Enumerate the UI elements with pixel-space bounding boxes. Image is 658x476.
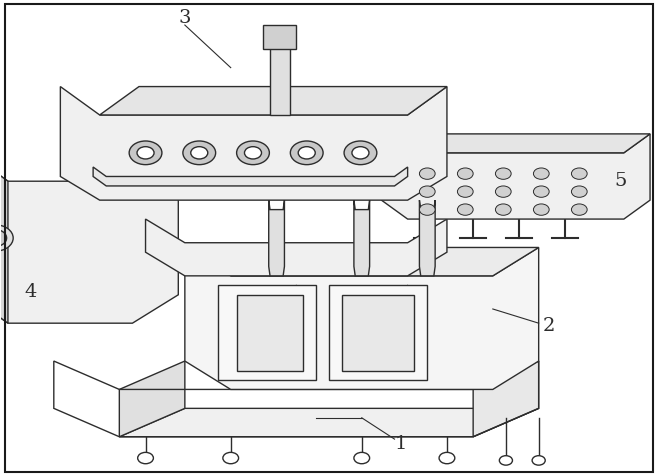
Circle shape xyxy=(129,141,162,165)
Polygon shape xyxy=(218,285,316,380)
Polygon shape xyxy=(93,167,407,186)
Circle shape xyxy=(495,204,511,215)
Circle shape xyxy=(571,168,587,179)
Circle shape xyxy=(495,168,511,179)
Circle shape xyxy=(0,225,13,251)
Polygon shape xyxy=(342,295,414,370)
Polygon shape xyxy=(0,153,8,323)
Polygon shape xyxy=(270,39,290,115)
Circle shape xyxy=(571,204,587,215)
Circle shape xyxy=(0,229,7,247)
Circle shape xyxy=(499,456,513,465)
Circle shape xyxy=(191,147,208,159)
Circle shape xyxy=(457,204,473,215)
Polygon shape xyxy=(119,408,539,437)
Circle shape xyxy=(534,204,549,215)
Circle shape xyxy=(354,452,370,464)
Circle shape xyxy=(439,452,455,464)
Circle shape xyxy=(183,141,216,165)
Polygon shape xyxy=(354,200,370,276)
Circle shape xyxy=(534,186,549,198)
Polygon shape xyxy=(407,134,650,153)
Text: 2: 2 xyxy=(542,317,555,335)
Circle shape xyxy=(571,186,587,198)
Circle shape xyxy=(138,452,153,464)
Circle shape xyxy=(352,147,369,159)
Circle shape xyxy=(298,147,315,159)
Text: 3: 3 xyxy=(178,9,191,27)
Circle shape xyxy=(419,168,435,179)
Circle shape xyxy=(457,168,473,179)
Polygon shape xyxy=(473,361,539,437)
Circle shape xyxy=(223,452,239,464)
Polygon shape xyxy=(268,200,284,276)
Polygon shape xyxy=(61,87,447,200)
Circle shape xyxy=(419,204,435,215)
Circle shape xyxy=(344,141,377,165)
Circle shape xyxy=(137,147,154,159)
Circle shape xyxy=(245,147,261,159)
Polygon shape xyxy=(99,87,447,115)
Polygon shape xyxy=(0,153,178,323)
Circle shape xyxy=(237,141,269,165)
Polygon shape xyxy=(119,361,185,437)
Circle shape xyxy=(457,186,473,198)
Polygon shape xyxy=(419,200,435,276)
Polygon shape xyxy=(231,248,539,276)
Polygon shape xyxy=(145,219,447,276)
Polygon shape xyxy=(238,295,303,370)
Text: 4: 4 xyxy=(25,283,37,301)
Circle shape xyxy=(290,141,323,165)
Text: 1: 1 xyxy=(395,435,407,453)
Polygon shape xyxy=(185,248,539,389)
Circle shape xyxy=(534,168,549,179)
Circle shape xyxy=(495,186,511,198)
Text: 5: 5 xyxy=(615,172,627,190)
Polygon shape xyxy=(382,134,650,219)
Polygon shape xyxy=(263,25,296,49)
Circle shape xyxy=(419,186,435,198)
Polygon shape xyxy=(329,285,427,380)
Circle shape xyxy=(532,456,545,465)
